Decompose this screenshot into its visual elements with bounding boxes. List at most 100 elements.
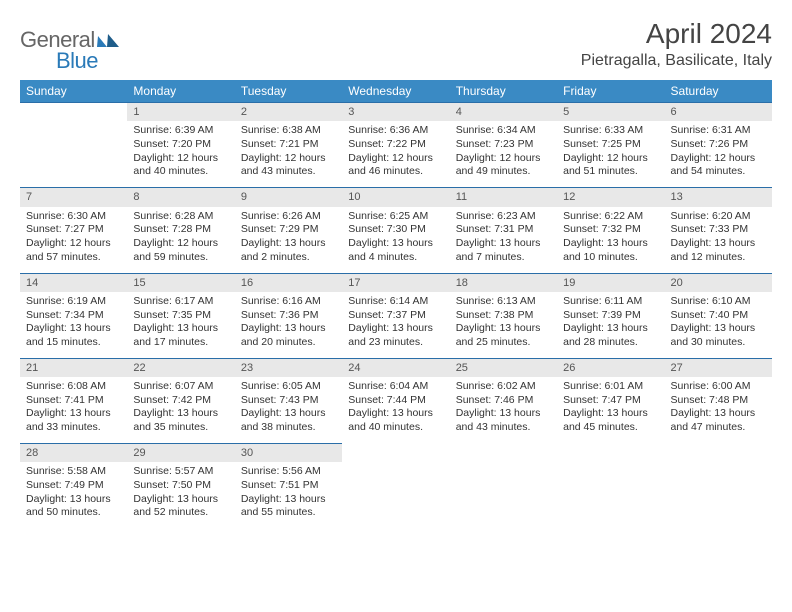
sunrise-text: Sunrise: 6:22 AM (563, 210, 658, 224)
day-details: Sunrise: 5:58 AMSunset: 7:49 PMDaylight:… (20, 462, 127, 528)
day-number: 30 (235, 444, 342, 462)
daylight-text-1: Daylight: 13 hours (241, 237, 336, 251)
sunrise-text: Sunrise: 6:30 AM (26, 210, 121, 224)
sunrise-text: Sunrise: 6:07 AM (133, 380, 228, 394)
sunset-text: Sunset: 7:30 PM (348, 223, 443, 237)
sunset-text: Sunset: 7:31 PM (456, 223, 551, 237)
calendar-cell: 16Sunrise: 6:16 AMSunset: 7:36 PMDayligh… (235, 273, 342, 358)
day-details: Sunrise: 6:28 AMSunset: 7:28 PMDaylight:… (127, 207, 234, 273)
day-details: Sunrise: 5:56 AMSunset: 7:51 PMDaylight:… (235, 462, 342, 528)
sunrise-text: Sunrise: 6:31 AM (671, 124, 766, 138)
daylight-text-2: and 49 minutes. (456, 165, 551, 179)
calendar-cell: 21Sunrise: 6:08 AMSunset: 7:41 PMDayligh… (20, 358, 127, 443)
sunrise-text: Sunrise: 6:28 AM (133, 210, 228, 224)
day-number: 11 (450, 188, 557, 206)
day-details: Sunrise: 6:16 AMSunset: 7:36 PMDaylight:… (235, 292, 342, 358)
sunset-text: Sunset: 7:21 PM (241, 138, 336, 152)
daylight-text-2: and 59 minutes. (133, 251, 228, 265)
sunset-text: Sunset: 7:50 PM (133, 479, 228, 493)
day-number: 21 (20, 359, 127, 377)
day-details: Sunrise: 6:10 AMSunset: 7:40 PMDaylight:… (665, 292, 772, 358)
calendar-cell (557, 443, 664, 528)
daylight-text-1: Daylight: 13 hours (671, 322, 766, 336)
sunrise-text: Sunrise: 6:34 AM (456, 124, 551, 138)
sunset-text: Sunset: 7:40 PM (671, 309, 766, 323)
sunrise-text: Sunrise: 6:26 AM (241, 210, 336, 224)
calendar-cell: 13Sunrise: 6:20 AMSunset: 7:33 PMDayligh… (665, 187, 772, 272)
sunrise-text: Sunrise: 5:58 AM (26, 465, 121, 479)
daylight-text-1: Daylight: 13 hours (26, 407, 121, 421)
day-details: Sunrise: 6:31 AMSunset: 7:26 PMDaylight:… (665, 121, 772, 187)
calendar-cell: 4Sunrise: 6:34 AMSunset: 7:23 PMDaylight… (450, 102, 557, 187)
daylight-text-2: and 25 minutes. (456, 336, 551, 350)
daylight-text-1: Daylight: 13 hours (26, 322, 121, 336)
daylight-text-2: and 35 minutes. (133, 421, 228, 435)
daylight-text-1: Daylight: 13 hours (456, 407, 551, 421)
calendar-cell: 24Sunrise: 6:04 AMSunset: 7:44 PMDayligh… (342, 358, 449, 443)
calendar-cell (20, 102, 127, 187)
weekday-header: Thursday (450, 80, 557, 102)
daylight-text-2: and 54 minutes. (671, 165, 766, 179)
sunset-text: Sunset: 7:22 PM (348, 138, 443, 152)
sunrise-text: Sunrise: 6:10 AM (671, 295, 766, 309)
day-details: Sunrise: 6:23 AMSunset: 7:31 PMDaylight:… (450, 207, 557, 273)
day-number: 25 (450, 359, 557, 377)
day-details: Sunrise: 6:11 AMSunset: 7:39 PMDaylight:… (557, 292, 664, 358)
daylight-text-1: Daylight: 12 hours (563, 152, 658, 166)
calendar-cell: 18Sunrise: 6:13 AMSunset: 7:38 PMDayligh… (450, 273, 557, 358)
sunrise-text: Sunrise: 6:25 AM (348, 210, 443, 224)
calendar-cell: 7Sunrise: 6:30 AMSunset: 7:27 PMDaylight… (20, 187, 127, 272)
day-details: Sunrise: 6:02 AMSunset: 7:46 PMDaylight:… (450, 377, 557, 443)
day-number: 15 (127, 274, 234, 292)
sunrise-text: Sunrise: 6:01 AM (563, 380, 658, 394)
sunset-text: Sunset: 7:20 PM (133, 138, 228, 152)
daylight-text-1: Daylight: 13 hours (133, 493, 228, 507)
sunset-text: Sunset: 7:47 PM (563, 394, 658, 408)
sunrise-text: Sunrise: 6:02 AM (456, 380, 551, 394)
day-details: Sunrise: 6:22 AMSunset: 7:32 PMDaylight:… (557, 207, 664, 273)
day-number: 18 (450, 274, 557, 292)
weekday-header: Friday (557, 80, 664, 102)
calendar-cell: 9Sunrise: 6:26 AMSunset: 7:29 PMDaylight… (235, 187, 342, 272)
daylight-text-1: Daylight: 12 hours (241, 152, 336, 166)
day-details: Sunrise: 6:19 AMSunset: 7:34 PMDaylight:… (20, 292, 127, 358)
daylight-text-2: and 10 minutes. (563, 251, 658, 265)
day-details: Sunrise: 6:34 AMSunset: 7:23 PMDaylight:… (450, 121, 557, 187)
calendar-cell: 6Sunrise: 6:31 AMSunset: 7:26 PMDaylight… (665, 102, 772, 187)
calendar-cell: 30Sunrise: 5:56 AMSunset: 7:51 PMDayligh… (235, 443, 342, 528)
sunrise-text: Sunrise: 6:00 AM (671, 380, 766, 394)
sunset-text: Sunset: 7:25 PM (563, 138, 658, 152)
calendar-cell: 14Sunrise: 6:19 AMSunset: 7:34 PMDayligh… (20, 273, 127, 358)
daylight-text-1: Daylight: 13 hours (348, 407, 443, 421)
calendar-cell: 11Sunrise: 6:23 AMSunset: 7:31 PMDayligh… (450, 187, 557, 272)
day-number (20, 103, 127, 121)
day-number: 17 (342, 274, 449, 292)
sunrise-text: Sunrise: 6:39 AM (133, 124, 228, 138)
day-details: Sunrise: 6:33 AMSunset: 7:25 PMDaylight:… (557, 121, 664, 187)
day-details (20, 121, 127, 187)
calendar-body: 1Sunrise: 6:39 AMSunset: 7:20 PMDaylight… (20, 102, 772, 528)
sunset-text: Sunset: 7:48 PM (671, 394, 766, 408)
sunrise-text: Sunrise: 6:23 AM (456, 210, 551, 224)
daylight-text-1: Daylight: 13 hours (133, 322, 228, 336)
daylight-text-1: Daylight: 13 hours (563, 407, 658, 421)
day-number: 26 (557, 359, 664, 377)
daylight-text-1: Daylight: 12 hours (133, 152, 228, 166)
day-number: 28 (20, 444, 127, 462)
day-number: 19 (557, 274, 664, 292)
calendar-cell: 19Sunrise: 6:11 AMSunset: 7:39 PMDayligh… (557, 273, 664, 358)
day-number: 12 (557, 188, 664, 206)
day-number: 3 (342, 103, 449, 121)
daylight-text-2: and 17 minutes. (133, 336, 228, 350)
daylight-text-1: Daylight: 13 hours (563, 322, 658, 336)
day-details: Sunrise: 6:00 AMSunset: 7:48 PMDaylight:… (665, 377, 772, 443)
daylight-text-2: and 51 minutes. (563, 165, 658, 179)
daylight-text-1: Daylight: 13 hours (348, 322, 443, 336)
day-number: 24 (342, 359, 449, 377)
daylight-text-2: and 43 minutes. (456, 421, 551, 435)
calendar-cell: 15Sunrise: 6:17 AMSunset: 7:35 PMDayligh… (127, 273, 234, 358)
calendar-row: 1Sunrise: 6:39 AMSunset: 7:20 PMDaylight… (20, 102, 772, 187)
day-number: 22 (127, 359, 234, 377)
sunrise-text: Sunrise: 5:57 AM (133, 465, 228, 479)
daylight-text-2: and 52 minutes. (133, 506, 228, 520)
